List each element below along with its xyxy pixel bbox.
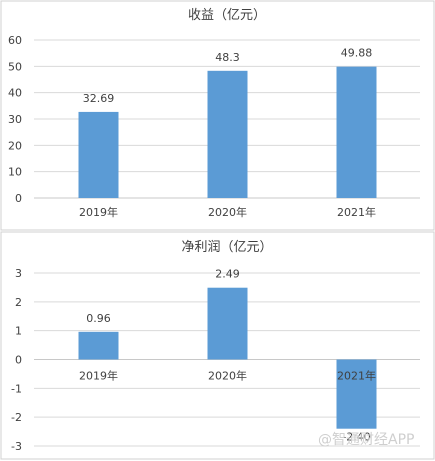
bar bbox=[78, 111, 119, 198]
y-tick-label: 0 bbox=[15, 354, 22, 367]
chart-frame bbox=[0, 231, 435, 460]
bar bbox=[78, 331, 119, 360]
y-tick-label: 40 bbox=[8, 87, 22, 100]
y-tick-label: 2 bbox=[15, 296, 22, 309]
x-category-label: 2021年 bbox=[337, 205, 376, 219]
bar bbox=[336, 359, 377, 429]
x-category-label: 2019年 bbox=[79, 369, 118, 383]
x-category-label: 2021年 bbox=[337, 369, 376, 383]
data-label: 32.69 bbox=[83, 92, 115, 105]
x-category-label: 2019年 bbox=[79, 205, 118, 219]
y-tick-label: 20 bbox=[8, 139, 22, 152]
bar bbox=[207, 287, 248, 360]
data-label: 49.88 bbox=[341, 47, 373, 60]
net-profit-chart: 净利润（亿元） -3 -2 -1 0 1 2 3 0.96 2019年 2.49 2020年 -2.40… bbox=[0, 231, 435, 460]
y-tick-label: 3 bbox=[15, 267, 22, 280]
chart-title: 净利润（亿元） bbox=[181, 240, 272, 255]
y-tick-label: -3 bbox=[11, 440, 22, 453]
watermark: @智通财经APP bbox=[318, 432, 414, 448]
data-label: 48.3 bbox=[215, 51, 240, 64]
data-label: -2.40 bbox=[342, 431, 370, 444]
chart-title: 收益（亿元） bbox=[188, 8, 266, 23]
y-tick-label: 10 bbox=[8, 166, 22, 179]
revenue-chart: 收益（亿元） 0 10 20 30 40 50 60 32.69 2019年 48.3 2020年 49… bbox=[0, 0, 435, 231]
y-tick-label: 0 bbox=[15, 192, 22, 205]
y-tick-label: 1 bbox=[15, 325, 22, 338]
y-tick-label: -1 bbox=[11, 382, 22, 395]
bar bbox=[336, 66, 377, 199]
x-category-label: 2020年 bbox=[208, 369, 247, 383]
bar bbox=[207, 70, 248, 198]
y-tick-label: 30 bbox=[8, 113, 22, 126]
y-tick-label: 50 bbox=[8, 60, 22, 73]
chart-frame bbox=[0, 0, 435, 231]
y-tick-label: -2 bbox=[11, 411, 22, 424]
data-label: 0.96 bbox=[86, 312, 111, 325]
data-label: 2.49 bbox=[215, 268, 240, 281]
x-category-label: 2020年 bbox=[208, 205, 247, 219]
y-tick-label: 60 bbox=[8, 34, 22, 47]
